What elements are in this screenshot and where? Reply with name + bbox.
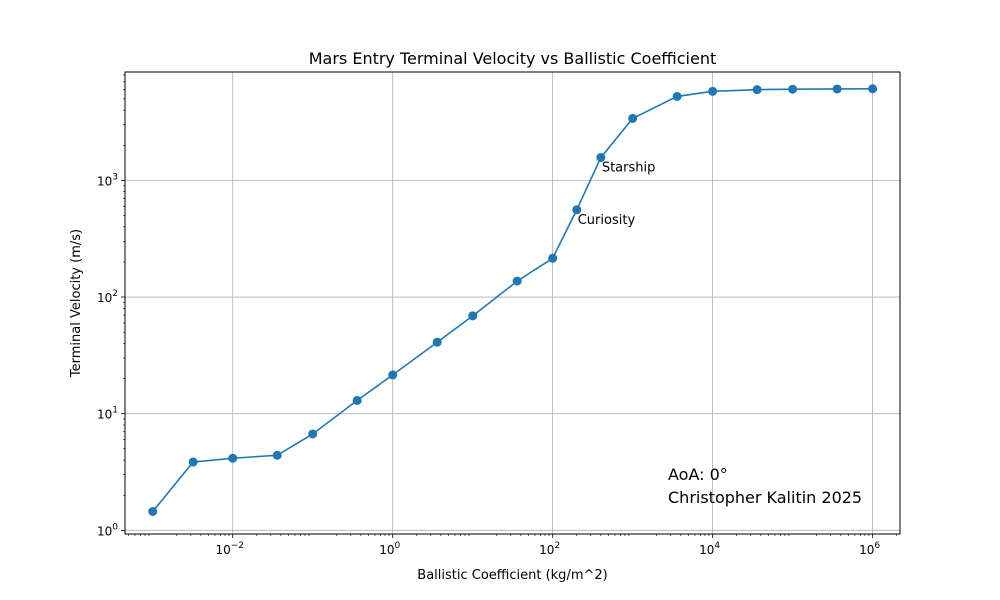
data-point	[512, 276, 522, 286]
y-tick-label: 103	[97, 172, 118, 188]
data-point	[788, 84, 798, 94]
data-points	[148, 84, 878, 517]
notes: AoA: 0° Christopher Kalitin 2025	[668, 465, 862, 507]
data-point	[868, 84, 878, 94]
x-axis-label: Ballistic Coefficient (kg/m^2)	[417, 568, 607, 583]
annotation-label: Starship	[602, 161, 656, 176]
data-point	[272, 450, 282, 460]
data-point	[752, 85, 762, 95]
x-tick-label: 104	[699, 541, 720, 557]
y-axis-label: Terminal Velocity (m/s)	[69, 229, 84, 378]
y-tick-label: 101	[97, 406, 118, 422]
x-tick-label: 106	[859, 541, 880, 557]
data-point	[308, 429, 318, 439]
y-tick-label: 100	[97, 522, 118, 538]
data-point	[596, 153, 606, 163]
annotations: Starship Curiosity	[578, 161, 656, 228]
data-point	[188, 457, 198, 467]
annotation-label: Curiosity	[578, 213, 636, 228]
data-point	[628, 113, 638, 123]
x-ticks: 10−2 100 102 104 106	[128, 534, 897, 557]
chart-title: Mars Entry Terminal Velocity vs Ballisti…	[309, 49, 717, 68]
data-point	[148, 507, 158, 517]
y-ticks: 100 101 102 103	[97, 74, 125, 538]
data-point	[352, 395, 362, 405]
y-tick-label: 102	[97, 289, 118, 305]
x-tick-label: 100	[379, 541, 400, 557]
data-point	[432, 337, 442, 347]
data-point	[708, 86, 718, 96]
grid-lines	[125, 72, 900, 534]
data-point	[572, 205, 582, 215]
note-text: Christopher Kalitin 2025	[668, 488, 862, 507]
data-point	[548, 253, 558, 263]
data-point	[832, 84, 842, 94]
note-text: AoA: 0°	[668, 465, 728, 484]
series-line	[152, 88, 873, 513]
data-point	[468, 311, 478, 321]
data-point	[228, 453, 238, 463]
data-point	[388, 370, 398, 380]
x-tick-label: 10−2	[215, 541, 244, 557]
data-point	[672, 91, 682, 101]
plot-frame	[124, 71, 901, 535]
data-series	[152, 88, 873, 513]
x-tick-label: 102	[539, 541, 560, 557]
